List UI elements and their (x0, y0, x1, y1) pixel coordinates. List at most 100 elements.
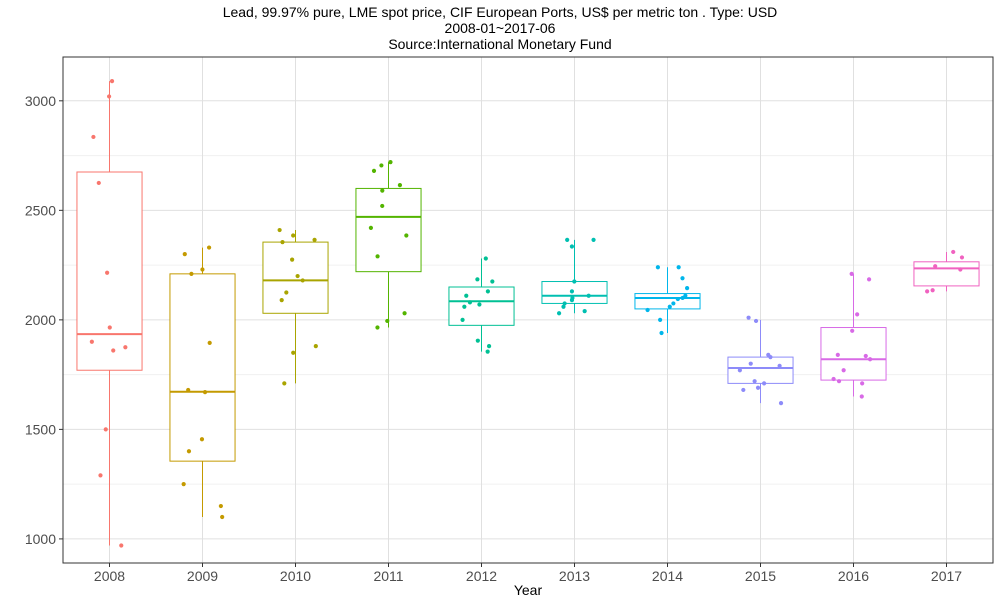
data-point (925, 289, 930, 294)
data-point (746, 315, 751, 320)
data-point (460, 317, 465, 322)
y-tick-label: 1000 (25, 531, 56, 547)
data-point (388, 160, 393, 165)
x-tick-label: 2009 (187, 568, 218, 584)
data-point (385, 318, 390, 324)
data-point (123, 345, 128, 350)
data-point (89, 339, 94, 344)
data-point (486, 344, 492, 349)
data-point (464, 293, 469, 298)
data-point (836, 379, 842, 384)
data-point (741, 387, 746, 393)
data-point (107, 325, 112, 330)
chart-subtitle: 2008-01~2017-06 (444, 20, 556, 36)
data-point (659, 330, 664, 336)
data-point (752, 379, 757, 384)
x-tick-label: 2010 (280, 568, 311, 584)
data-point (402, 311, 407, 316)
box-body (448, 286, 515, 326)
x-tick-label: 2011 (373, 568, 403, 584)
data-point (119, 543, 124, 548)
data-point (404, 233, 409, 238)
data-point (202, 390, 208, 395)
data-point (462, 304, 467, 309)
y-tick-label: 3000 (25, 93, 56, 109)
data-point (312, 237, 317, 243)
data-point (933, 264, 938, 269)
data-point (380, 203, 385, 209)
data-point (186, 387, 191, 393)
x-tick-label: 2013 (559, 568, 590, 584)
data-point (667, 304, 672, 309)
y-axis: 1000 1500 2000 2500 3000 (25, 93, 63, 547)
data-point (295, 273, 300, 279)
data-point (220, 514, 225, 520)
x-tick-label: 2014 (652, 568, 683, 584)
data-point (485, 349, 490, 354)
data-point (951, 249, 956, 255)
data-point (675, 296, 680, 302)
data-point (748, 361, 753, 366)
data-point (761, 381, 767, 386)
data-point (737, 368, 742, 373)
data-point (91, 134, 96, 140)
data-point (831, 376, 836, 382)
data-point (841, 368, 846, 373)
data-point (467, 300, 473, 305)
data-point (105, 270, 110, 275)
data-point (753, 318, 759, 324)
data-point (280, 239, 285, 245)
data-point (98, 473, 103, 478)
data-point (755, 385, 761, 390)
y-tick-label: 2000 (25, 312, 56, 328)
data-point (379, 163, 384, 168)
data-point (475, 277, 480, 282)
data-point (181, 482, 186, 487)
data-point (680, 295, 685, 301)
data-point (200, 267, 205, 272)
box-body (262, 241, 329, 314)
data-point (958, 267, 963, 272)
box-2010 (262, 230, 329, 384)
data-point (582, 308, 587, 314)
data-point (586, 293, 591, 298)
data-point (676, 265, 681, 270)
y-tick-label: 2500 (25, 202, 56, 218)
x-tick-label: 2008 (94, 568, 125, 584)
box-body (727, 356, 794, 384)
x-axis-title: Year (514, 582, 543, 598)
data-point (218, 503, 223, 509)
data-point (199, 437, 205, 442)
data-point (380, 188, 385, 193)
y-tick-label: 1500 (25, 421, 56, 437)
data-point (282, 381, 287, 386)
box-body (913, 261, 980, 287)
data-point (680, 276, 685, 281)
data-point (189, 271, 194, 276)
box-body (820, 327, 887, 381)
x-axis: 2008 2009 2010 2011 2012 2013 2014 2015 2016 2017 (94, 563, 962, 584)
data-point (569, 244, 575, 249)
data-point (300, 278, 305, 283)
data-point (859, 394, 864, 399)
data-point (490, 279, 495, 284)
data-point (835, 352, 840, 358)
box-body (355, 187, 422, 273)
data-point (867, 357, 873, 362)
x-tick-label: 2015 (745, 568, 776, 584)
box-body (541, 281, 608, 304)
data-point (475, 338, 480, 343)
data-point (855, 312, 860, 317)
data-point (863, 353, 868, 359)
data-point (313, 344, 318, 349)
data-point (375, 254, 380, 259)
data-point (860, 381, 865, 386)
data-point (569, 289, 575, 294)
box-2009 (169, 247, 236, 517)
data-point (556, 311, 562, 316)
data-point (103, 427, 108, 432)
data-point (291, 350, 296, 355)
x-tick-label: 2012 (466, 568, 497, 584)
data-point (655, 265, 660, 270)
